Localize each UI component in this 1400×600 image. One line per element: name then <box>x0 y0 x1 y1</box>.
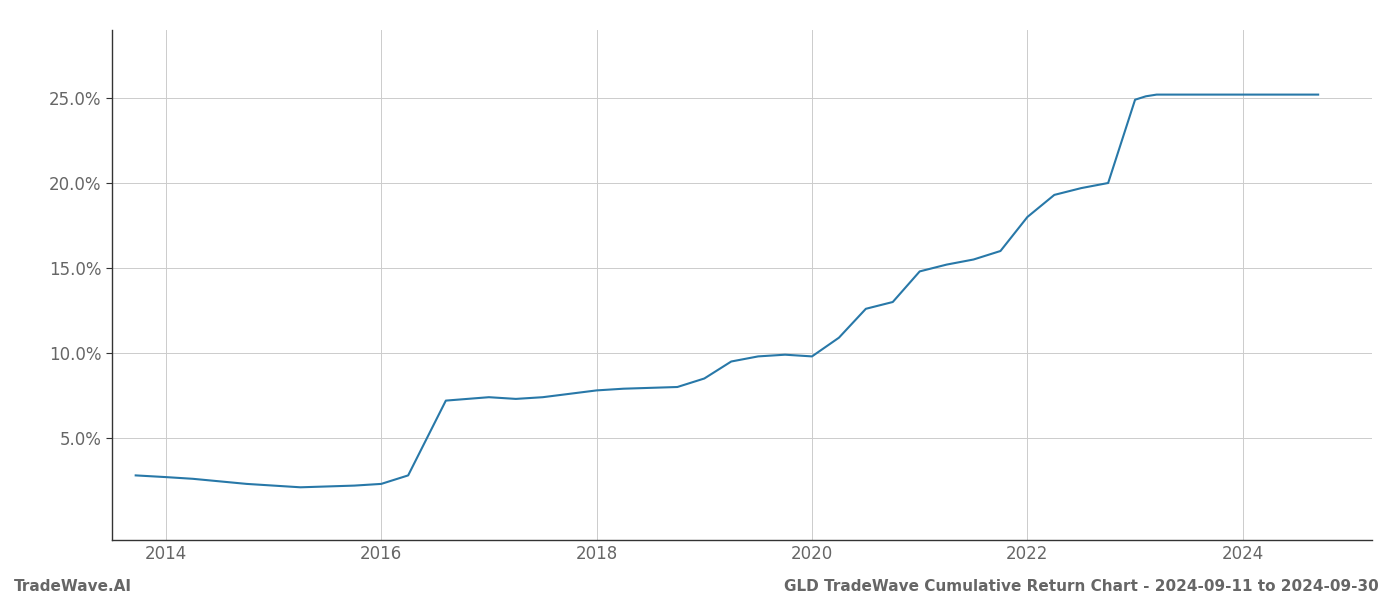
Text: GLD TradeWave Cumulative Return Chart - 2024-09-11 to 2024-09-30: GLD TradeWave Cumulative Return Chart - … <box>784 579 1379 594</box>
Text: TradeWave.AI: TradeWave.AI <box>14 579 132 594</box>
